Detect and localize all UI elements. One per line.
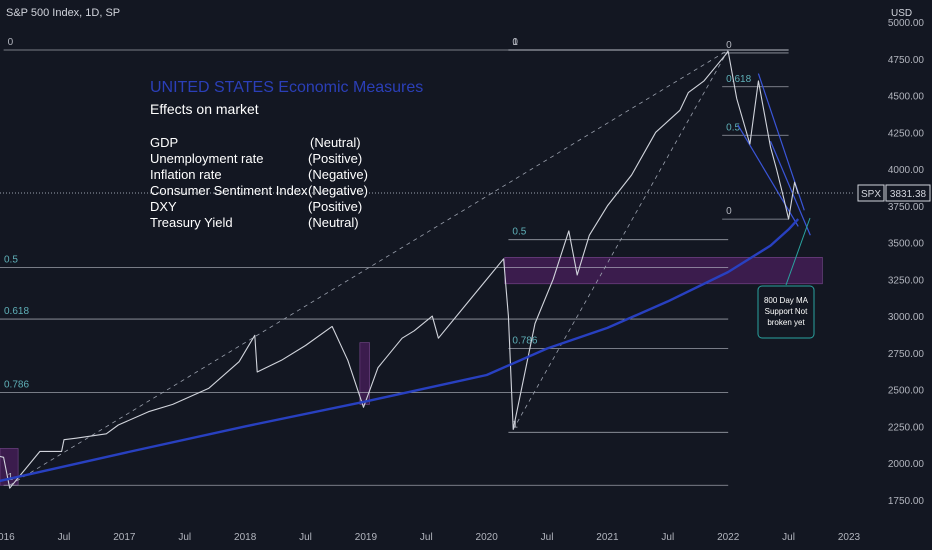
measure-label: Treasury Yield — [150, 215, 233, 230]
y-tick-label: 4000.00 — [888, 165, 925, 176]
callout-line: broken yet — [767, 318, 805, 327]
fib-level-label: 0.618 — [4, 306, 29, 317]
box-heading: UNITED STATES Economic Measures — [150, 79, 423, 96]
callout-line: 800 Day MA — [764, 296, 809, 305]
y-tick-label: 2500.00 — [888, 386, 925, 397]
x-tick-label: 2020 — [476, 532, 499, 543]
y-axis: 1750.00 2000.00 2250.00 2500.00 2750.00 3000.… — [888, 18, 925, 507]
y-tick-label: 4750.00 — [888, 55, 925, 66]
x-tick-label: Jul — [782, 532, 795, 543]
x-tick-label: 2018 — [234, 532, 257, 543]
fib-level-label: 0.618 — [726, 74, 751, 85]
price-tag: SPX 3831.38 — [857, 184, 931, 202]
fib-level-label: 0 — [726, 40, 732, 51]
fib-level-label: 0.5 — [4, 255, 18, 266]
trend-channel-line — [769, 140, 811, 236]
measure-label: GDP — [150, 135, 178, 150]
y-tick-label: 1750.00 — [888, 496, 925, 507]
y-tick-label: 2750.00 — [888, 349, 925, 360]
measure-effect: (Neutral) — [310, 135, 361, 150]
box-subheading: Effects on market — [150, 101, 259, 117]
dashed-trendline — [512, 49, 729, 430]
measure-effect: (Negative) — [308, 167, 368, 182]
trend-channel-line — [737, 124, 799, 227]
x-tick-label: 2021 — [596, 532, 619, 543]
measure-effect: (Negative) — [308, 183, 368, 198]
y-tick-label: 3750.00 — [888, 202, 925, 213]
x-tick-label: 2017 — [113, 532, 136, 543]
price-tag-symbol: SPX — [861, 189, 881, 200]
measure-effect: (Positive) — [308, 151, 362, 166]
price-tag-symbol-box — [857, 184, 885, 202]
x-tick-label: Jul — [420, 532, 433, 543]
y-tick-label: 2250.00 — [888, 422, 925, 433]
measure-label: Unemployment rate — [150, 151, 263, 166]
callout-line: Support Not — [765, 307, 808, 316]
price-tag-value-box — [885, 184, 931, 202]
x-tick-label: Jul — [661, 532, 674, 543]
price-series-line — [0, 50, 799, 489]
y-tick-label: 4500.00 — [888, 92, 925, 103]
chart-title: S&P 500 Index, 1D, SP — [6, 7, 120, 19]
measure-label: DXY — [150, 199, 177, 214]
fib-level-label: 0.786 — [4, 380, 29, 391]
x-tick-label: 2019 — [355, 532, 378, 543]
zones-layer — [0, 257, 823, 486]
fib-level-label: 0 — [512, 37, 518, 48]
measure-label: Consumer Sentiment Index — [150, 183, 308, 198]
fib-level-label: 0.5 — [726, 122, 740, 133]
support-zone — [504, 257, 823, 285]
currency-label: USD — [891, 8, 912, 19]
fib-level-label: 1 — [512, 37, 518, 48]
fib-level-label: 0.786 — [512, 335, 537, 346]
fib-level-label: 0 — [726, 206, 732, 217]
measure-label: Inflation rate — [150, 167, 222, 182]
measure-effect: (Positive) — [308, 199, 362, 214]
x-tick-label: 2023 — [838, 532, 861, 543]
moving-average-line — [0, 218, 800, 483]
fib-level-label: 1 — [512, 419, 518, 430]
measure-effect: (Neutral) — [308, 215, 359, 230]
price-tag-value: 3831.38 — [890, 189, 927, 200]
fib-level-label: 0.5 — [512, 227, 526, 238]
callout-box — [757, 285, 815, 339]
y-tick-label: 5000.00 — [888, 18, 925, 29]
x-axis: 2016 Jul 2017 Jul 2018 Jul 2019 Jul 2020 Jul 2021 J… — [0, 532, 861, 543]
fib-level-label: 0 — [8, 37, 14, 48]
series-layer — [0, 50, 800, 489]
x-tick-label: 2016 — [0, 532, 15, 543]
callout-pointer — [785, 217, 811, 286]
x-tick-label: Jul — [299, 532, 312, 543]
y-tick-label: 3250.00 — [888, 275, 925, 286]
y-tick-label: 3500.00 — [888, 239, 925, 250]
ma-support-callout: 800 Day MA Support Not broken yet — [757, 217, 815, 339]
y-tick-label: 2000.00 — [888, 459, 925, 470]
y-tick-label: 4250.00 — [888, 128, 925, 139]
x-tick-label: Jul — [58, 532, 71, 543]
x-tick-label: Jul — [541, 532, 554, 543]
x-tick-label: Jul — [178, 532, 191, 543]
x-tick-label: 2022 — [717, 532, 740, 543]
economic-measures-box: UNITED STATES Economic Measures Effects … — [150, 79, 423, 230]
y-tick-label: 3000.00 — [888, 312, 925, 323]
